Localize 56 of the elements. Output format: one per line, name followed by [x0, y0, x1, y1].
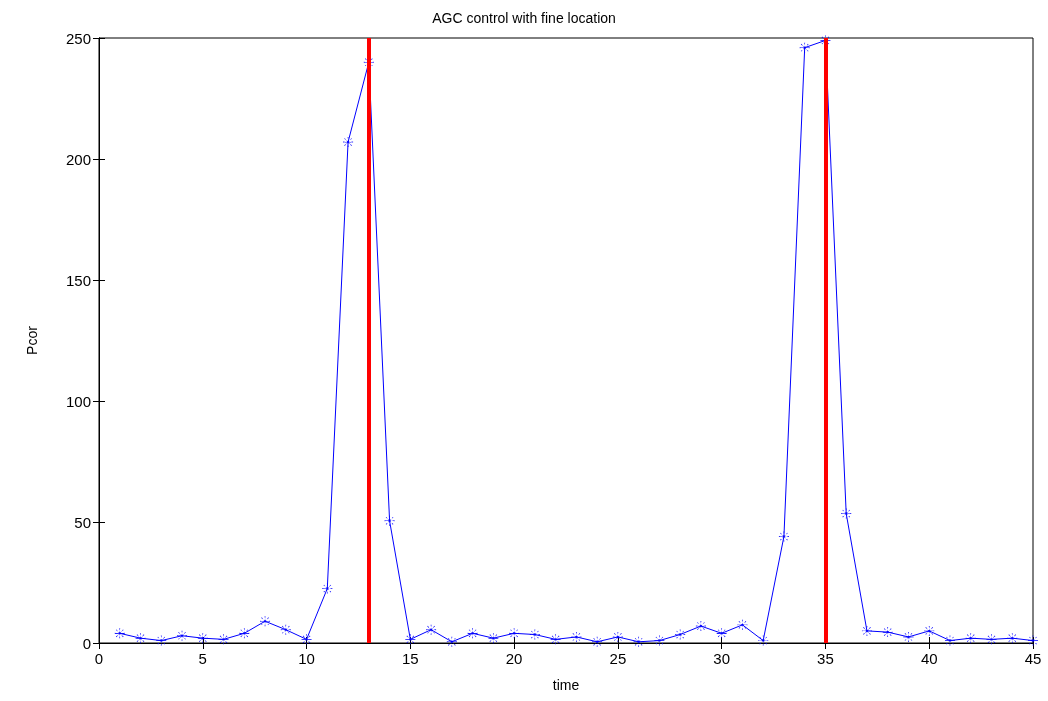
- y-tick-label: 250: [65, 29, 91, 47]
- x-tick-label: 5: [198, 650, 207, 667]
- point: [758, 635, 769, 646]
- point: [135, 633, 146, 644]
- point: [260, 616, 271, 627]
- point: [488, 633, 499, 644]
- chart-title: AGC control with fine location: [432, 10, 616, 26]
- point: [343, 137, 354, 148]
- point: [529, 629, 540, 640]
- point: [861, 625, 872, 636]
- x-tick-label: 20: [505, 650, 523, 667]
- x-tick-label: 10: [298, 650, 315, 667]
- x-tick-label: 0: [94, 650, 104, 667]
- x-tick-label: 15: [401, 650, 419, 667]
- point: [695, 621, 706, 632]
- point: [778, 531, 789, 542]
- x-tick-label: 40: [920, 650, 938, 667]
- x-axis-title: time: [552, 677, 580, 693]
- point: [114, 628, 125, 639]
- point: [903, 631, 914, 642]
- y-tick-label: 0: [82, 634, 91, 652]
- point: [550, 634, 561, 645]
- point: [467, 628, 478, 639]
- point: [799, 42, 810, 53]
- x-tick-label: 45: [1024, 650, 1042, 667]
- point: [218, 634, 229, 645]
- point: [446, 636, 457, 647]
- y-tick-label: 100: [65, 392, 91, 410]
- point: [654, 635, 665, 646]
- y-axis-title: Pcor: [24, 325, 40, 355]
- point: [384, 515, 395, 526]
- point: [924, 625, 935, 636]
- point: [841, 508, 852, 519]
- point: [882, 627, 893, 638]
- point: [177, 630, 188, 641]
- y-tick-label: 50: [74, 513, 91, 531]
- point: [592, 636, 603, 647]
- point: [156, 635, 167, 646]
- x-tick-label: 35: [817, 650, 834, 667]
- point: [633, 636, 644, 647]
- point: [280, 624, 291, 635]
- point: [965, 633, 976, 644]
- x-tick-label: 30: [713, 650, 731, 667]
- point: [509, 628, 520, 639]
- point: [986, 634, 997, 645]
- point: [675, 629, 686, 640]
- point: [737, 619, 748, 630]
- y-tick-label: 200: [65, 150, 91, 168]
- point: [426, 624, 437, 635]
- point: [1007, 633, 1018, 644]
- point: [716, 628, 727, 639]
- x-tick-label: 25: [609, 650, 627, 667]
- point: [239, 628, 250, 639]
- point: [322, 583, 333, 594]
- point: [571, 631, 582, 642]
- y-tick-label: 150: [65, 271, 91, 289]
